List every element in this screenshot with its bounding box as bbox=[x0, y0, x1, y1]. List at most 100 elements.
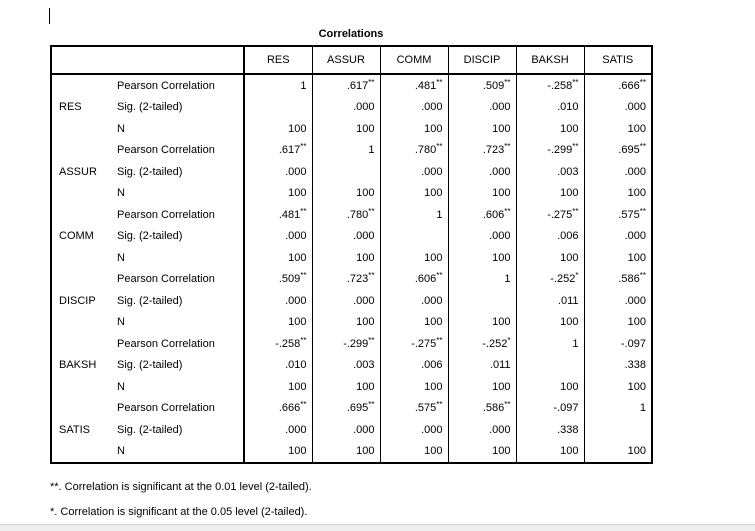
significance-stars: ** bbox=[368, 400, 375, 410]
table-row: N 100 100 100 100 100 100 bbox=[51, 311, 652, 333]
stat-label: Sig. (2-tailed) bbox=[111, 96, 245, 118]
sig-cell: .000 bbox=[379, 96, 448, 118]
table-row: Sig. (2-tailed) .000.000.000.006.000 bbox=[51, 225, 652, 247]
significance-stars: ** bbox=[436, 77, 443, 87]
sig-cell: .338 bbox=[515, 419, 584, 441]
n-cell: 100 bbox=[515, 311, 584, 333]
corr-cell: 1 bbox=[311, 139, 380, 161]
stub-header bbox=[51, 46, 245, 75]
sig-cell: .006 bbox=[515, 225, 584, 247]
sig-cell: .000 bbox=[243, 161, 312, 183]
n-cell: 100 bbox=[379, 247, 448, 269]
sig-cell: .000 bbox=[583, 290, 652, 312]
significance-stars: ** bbox=[300, 206, 307, 216]
sig-cell: .000 bbox=[311, 96, 380, 118]
significance-stars: ** bbox=[572, 77, 579, 87]
stat-label: Pearson Correlation bbox=[111, 74, 245, 97]
sig-cell: .000 bbox=[311, 290, 380, 312]
table-row: N 100 100 100 100 100 100 bbox=[51, 182, 652, 204]
corr-cell: .586** bbox=[447, 397, 516, 419]
n-cell: 100 bbox=[583, 311, 652, 333]
stat-label: Pearson Correlation bbox=[111, 139, 245, 161]
variable-label: BAKSH bbox=[59, 359, 97, 372]
corr-cell: -.252* bbox=[447, 333, 516, 355]
table-row: COMM Pearson Correlation .481** .780** 1.606… bbox=[51, 204, 652, 242]
n-cell: 100 bbox=[515, 118, 584, 140]
correlations-table: RES ASSUR COMM DISCIP BAKSH SATIS RES Pearson … bbox=[50, 45, 653, 464]
n-cell: 100 bbox=[243, 376, 312, 398]
n-cell: 100 bbox=[311, 247, 380, 269]
n-cell: 100 bbox=[311, 376, 380, 398]
corr-cell: -.299** bbox=[515, 139, 584, 161]
significance-stars: ** bbox=[300, 271, 307, 281]
corr-cell: .666** bbox=[583, 74, 652, 97]
corr-cell: -.299** bbox=[311, 333, 380, 355]
stat-label: N bbox=[111, 182, 245, 204]
significance-stars: ** bbox=[504, 77, 511, 87]
n-cell: 100 bbox=[243, 247, 312, 269]
sig-cell bbox=[583, 419, 652, 441]
corr-cell: 1 bbox=[515, 333, 584, 355]
sig-cell: .011 bbox=[515, 290, 584, 312]
sig-cell bbox=[311, 161, 380, 183]
column-header: DISCIP bbox=[447, 46, 516, 75]
sig-cell bbox=[243, 96, 312, 118]
corr-cell: .695** bbox=[311, 397, 380, 419]
corr-cell: .575** bbox=[583, 204, 652, 226]
significance-stars: ** bbox=[572, 206, 579, 216]
sig-cell: .003 bbox=[515, 161, 584, 183]
n-cell: 100 bbox=[583, 376, 652, 398]
sig-cell: .000 bbox=[243, 290, 312, 312]
variable-label: COMM bbox=[59, 230, 94, 243]
stat-label: Pearson Correlation bbox=[111, 333, 245, 355]
significance-stars: ** bbox=[436, 335, 443, 345]
n-cell: 100 bbox=[379, 311, 448, 333]
sig-cell: .000 bbox=[243, 225, 312, 247]
column-header: RES bbox=[243, 46, 312, 75]
variable-label: SATIS bbox=[59, 423, 90, 436]
corr-cell: .481** bbox=[379, 74, 448, 97]
table-row: DISCIP Pearson Correlation .509** .723** .60… bbox=[51, 268, 652, 307]
table-row: N 100 100 100 100 100 100 bbox=[51, 440, 652, 463]
corr-cell: -.097 bbox=[583, 333, 652, 355]
table-row: Sig. (2-tailed) .000.000.000.000.338 bbox=[51, 419, 652, 441]
stat-label: N bbox=[111, 311, 245, 333]
sig-cell bbox=[515, 354, 584, 376]
significance-stars: ** bbox=[368, 206, 375, 216]
corr-cell: .509** bbox=[447, 74, 516, 97]
significance-stars: ** bbox=[436, 400, 443, 410]
corr-cell: .606** bbox=[447, 204, 516, 226]
n-cell: 100 bbox=[311, 440, 380, 463]
sig-cell: .000 bbox=[447, 225, 516, 247]
corr-cell: -.258** bbox=[515, 74, 584, 97]
significance-stars: ** bbox=[300, 142, 307, 152]
n-cell: 100 bbox=[447, 311, 516, 333]
corr-cell: .481** bbox=[243, 204, 312, 226]
window-bottom-edge bbox=[0, 524, 755, 531]
table-row: Sig. (2-tailed) .000.000.000.003.000 bbox=[51, 161, 652, 183]
stat-label: N bbox=[111, 118, 245, 140]
variable-label: DISCIP bbox=[59, 294, 96, 307]
sig-cell: .000 bbox=[447, 161, 516, 183]
sig-cell: .000 bbox=[379, 419, 448, 441]
table-row: Sig. (2-tailed) .010.003.006.011 .338 bbox=[51, 354, 652, 376]
sig-cell: .010 bbox=[515, 96, 584, 118]
corr-cell: 1 bbox=[243, 74, 312, 97]
corr-cell: -.275** bbox=[379, 333, 448, 355]
n-cell: 100 bbox=[447, 247, 516, 269]
corr-cell: .666** bbox=[243, 397, 312, 419]
stat-label: Sig. (2-tailed) bbox=[111, 225, 245, 247]
significance-stars: ** bbox=[368, 335, 375, 345]
n-cell: 100 bbox=[583, 440, 652, 463]
corr-cell: 1 bbox=[447, 268, 516, 290]
significance-stars: ** bbox=[368, 271, 375, 281]
stat-label: N bbox=[111, 376, 245, 398]
sig-cell: .000 bbox=[447, 419, 516, 441]
text-cursor bbox=[49, 8, 50, 24]
significance-stars: * bbox=[507, 335, 511, 345]
significance-stars: ** bbox=[368, 77, 375, 87]
n-cell: 100 bbox=[243, 182, 312, 204]
n-cell: 100 bbox=[583, 247, 652, 269]
corr-cell: .723** bbox=[447, 139, 516, 161]
significance-stars: ** bbox=[504, 142, 511, 152]
